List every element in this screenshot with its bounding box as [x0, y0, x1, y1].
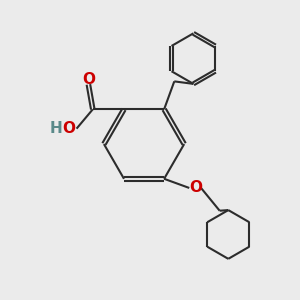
Text: O: O [63, 121, 76, 136]
Text: O: O [189, 180, 202, 195]
Text: O: O [82, 72, 95, 87]
Text: H: H [50, 121, 62, 136]
